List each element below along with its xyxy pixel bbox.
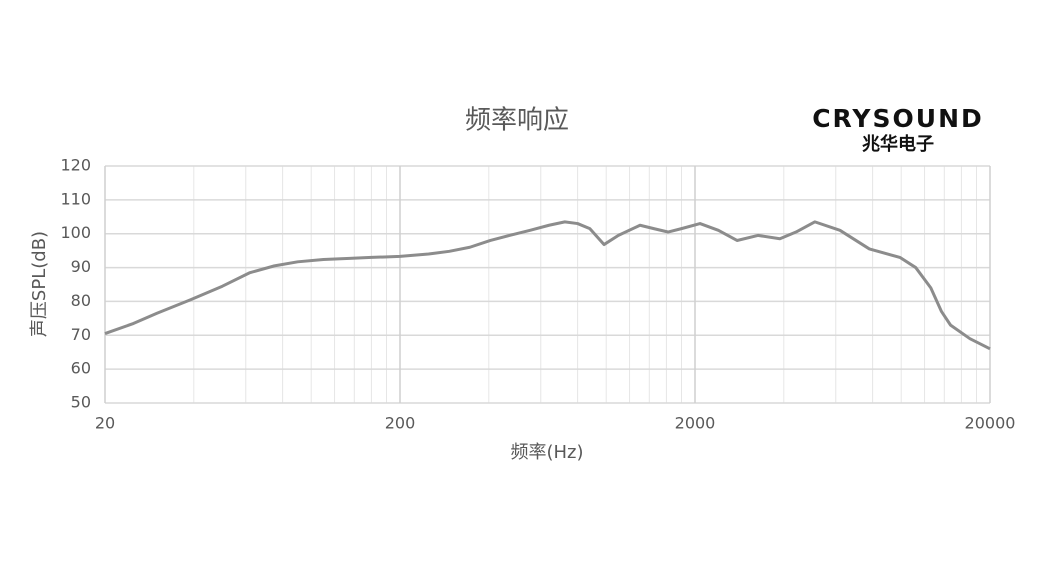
x-tick-label: 200 xyxy=(385,414,416,433)
brand-subtitle: 兆华电子 xyxy=(862,133,934,155)
y-tick-label: 110 xyxy=(60,189,91,208)
x-tick-label: 20 xyxy=(95,414,115,433)
line xyxy=(104,220,991,351)
y-tick-label: 70 xyxy=(71,325,91,344)
x-tick-label: 20000 xyxy=(965,414,1016,433)
x-axis-label: 频率(Hz) xyxy=(510,442,583,463)
chart-title: 频率响应 xyxy=(465,106,569,136)
x-tick-label: 2000 xyxy=(675,414,716,433)
y-tick-label: 100 xyxy=(60,223,91,242)
y-tick-label: 80 xyxy=(71,291,91,310)
y-tick-label: 50 xyxy=(71,393,91,412)
y-axis-label: 声压SPL(dB) xyxy=(29,231,50,337)
y-tick-label: 120 xyxy=(60,156,91,175)
brand: CRYSOUND xyxy=(812,104,984,133)
y-tick-label: 60 xyxy=(71,359,91,378)
y-tick-label: 90 xyxy=(71,257,91,276)
